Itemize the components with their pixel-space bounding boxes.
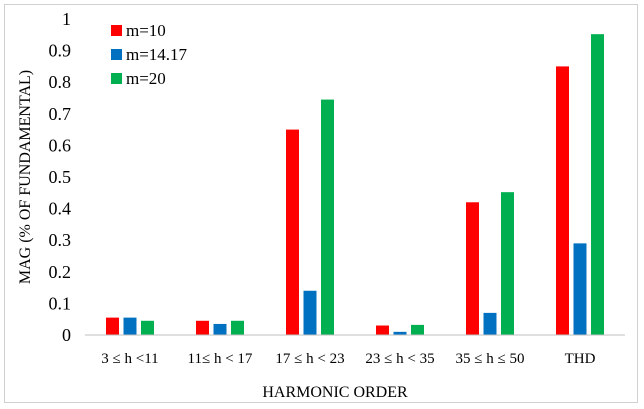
x-category-label: THD: [565, 351, 596, 367]
y-tick-label: 0.9: [49, 41, 72, 61]
x-axis-categories: 3 ≤ h <11 11≤ h < 17 17 ≤ h < 23 23 ≤ h < 3…: [101, 351, 595, 367]
bar-m-14-17-2: [303, 290, 317, 335]
bar-m-10-5: [556, 66, 569, 336]
bar-m-14-17-0: [123, 317, 137, 335]
bar-m-10-3: [376, 325, 389, 335]
bar-m-20-0: [141, 320, 154, 335]
bar-m-20-3: [411, 324, 424, 335]
bar-m-20-1: [231, 320, 244, 335]
y-axis-title: MAG (% OF FUNDAMENTAL): [17, 70, 34, 284]
y-tick-label: 0: [62, 325, 71, 345]
legend-swatch: [111, 73, 122, 84]
bar-m-20-2: [321, 99, 334, 335]
legend-label: m=14.17: [126, 45, 188, 64]
bar-m-20-5: [591, 34, 604, 335]
y-tick-label: 0.2: [49, 262, 72, 282]
y-tick-label: 0.4: [49, 199, 72, 219]
legend-swatch: [111, 49, 122, 60]
bar-m-14-17-5: [573, 243, 587, 335]
chart-frame: 0 0.1 0.2 0.3 0.4 0.5 0.6 0.7 0.8 0.9 1 3 ≤ h <11 1…: [4, 4, 638, 403]
y-axis-ticks: 0 0.1 0.2 0.3 0.4 0.5 0.6 0.7 0.8 0.9 1: [49, 9, 72, 345]
legend-swatch: [111, 25, 122, 36]
x-category-label: 3 ≤ h <11: [101, 351, 158, 367]
bars: [106, 34, 604, 336]
legend: m=10 m=14.17 m=20: [111, 21, 188, 88]
bar-m-10-0: [106, 317, 119, 335]
bar-m-10-4: [466, 202, 479, 335]
bar-m-14-17-4: [483, 312, 497, 335]
bar-m-10-2: [286, 129, 299, 335]
x-axis-title: HARMONIC ORDER: [262, 384, 408, 401]
x-category-label: 11≤ h < 17: [188, 351, 253, 367]
x-category-label: 17 ≤ h < 23: [275, 351, 344, 367]
bar-m-14-17-3: [393, 331, 407, 335]
bar-m-20-4: [501, 192, 514, 335]
bar-m-10-1: [196, 320, 209, 335]
bar-chart: 0 0.1 0.2 0.3 0.4 0.5 0.6 0.7 0.8 0.9 1 3 ≤ h <11 1…: [17, 9, 625, 401]
y-tick-label: 0.6: [49, 135, 72, 155]
legend-label: m=20: [126, 69, 166, 88]
y-tick-label: 1: [62, 9, 71, 29]
y-tick-label: 0.8: [49, 72, 72, 92]
y-tick-label: 0.7: [49, 104, 72, 124]
y-tick-label: 0.3: [49, 230, 72, 250]
y-tick-label: 0.1: [49, 293, 72, 313]
y-tick-label: 0.5: [49, 167, 72, 187]
bar-m-14-17-1: [213, 323, 227, 335]
x-category-label: 23 ≤ h < 35: [365, 351, 434, 367]
x-category-label: 35 ≤ h ≤ 50: [456, 351, 525, 367]
legend-label: m=10: [126, 21, 166, 40]
